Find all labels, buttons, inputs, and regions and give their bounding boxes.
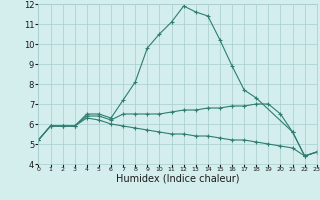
X-axis label: Humidex (Indice chaleur): Humidex (Indice chaleur) xyxy=(116,173,239,183)
